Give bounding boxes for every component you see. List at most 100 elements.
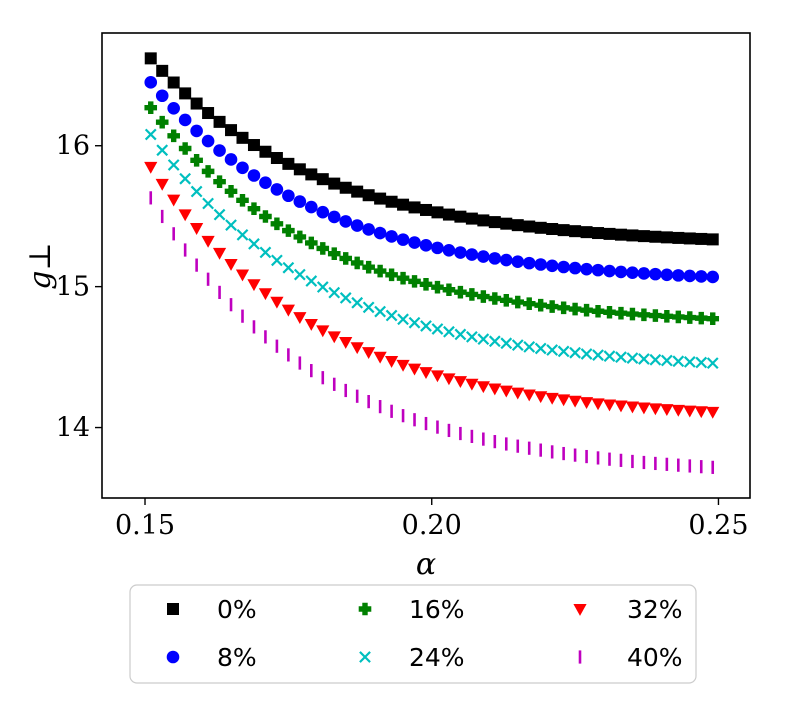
data-point [339, 215, 353, 228]
data-point [568, 261, 582, 275]
data-point [637, 402, 651, 415]
data-point [626, 266, 639, 279]
data-point [477, 214, 490, 227]
data-point [155, 115, 169, 129]
data-point [603, 264, 616, 278]
legend-item: 24% [359, 643, 465, 672]
data-point [259, 246, 272, 259]
data-point [351, 185, 364, 198]
data-point [178, 209, 192, 222]
data-point [316, 281, 329, 293]
data-point [201, 235, 215, 248]
data-point [156, 64, 169, 77]
data-point [500, 337, 513, 350]
data-point [293, 230, 307, 244]
data-point [167, 159, 180, 171]
data-point [500, 217, 513, 230]
legend-label: 8% [217, 643, 257, 672]
data-point [592, 349, 604, 361]
data-point [706, 312, 720, 325]
series-4 [144, 128, 719, 369]
data-point [476, 381, 490, 394]
data-point [568, 302, 582, 316]
data-point [236, 161, 249, 175]
data-point [385, 195, 398, 208]
legend-item: 0% [167, 595, 257, 624]
data-point [373, 351, 387, 364]
data-point [465, 288, 479, 301]
data-point [167, 101, 180, 115]
data-point [511, 219, 524, 232]
data-point [672, 269, 685, 282]
x-tick-label: 0.15 [115, 510, 175, 541]
legend-marker [166, 650, 180, 664]
legend-box [129, 584, 697, 684]
data-point [649, 353, 662, 366]
data-point [179, 172, 192, 185]
data-point [591, 263, 605, 277]
data-point [431, 323, 444, 335]
legend-label: 0% [217, 595, 257, 624]
data-point [615, 351, 627, 364]
data-point [236, 228, 249, 241]
data-point [408, 275, 421, 288]
data-point [545, 259, 559, 273]
data-point [247, 169, 261, 182]
data-point [614, 400, 628, 413]
data-point [282, 157, 295, 170]
series-3 [144, 101, 720, 325]
data-point [614, 228, 627, 241]
data-point [579, 397, 594, 409]
data-point [614, 265, 628, 279]
data-point [316, 325, 330, 338]
legend-label: 32% [627, 595, 683, 624]
data-point [706, 357, 719, 369]
data-point [488, 335, 501, 348]
data-point [545, 300, 559, 313]
data-point [442, 373, 456, 386]
data-point [305, 275, 318, 287]
data-point [305, 200, 318, 214]
data-point [660, 231, 673, 244]
data-point [167, 194, 181, 207]
legend-label: 16% [409, 595, 465, 624]
data-point [248, 238, 260, 250]
data-point [477, 290, 490, 303]
data-point [190, 124, 203, 138]
data-point [225, 124, 238, 137]
data-point [305, 236, 318, 250]
data-point [683, 356, 696, 368]
data-point [660, 309, 674, 323]
data-point [580, 303, 593, 317]
data-point [660, 404, 674, 417]
data-point [167, 129, 180, 143]
x-tick-label: 0.25 [688, 510, 748, 541]
data-point [270, 296, 284, 309]
data-point [385, 268, 398, 282]
data-point [649, 309, 662, 322]
data-point [569, 346, 581, 359]
data-point [190, 154, 203, 167]
data-point [282, 189, 295, 203]
data-point [568, 395, 582, 408]
data-point [259, 210, 272, 223]
data-point [305, 168, 318, 181]
data-point [201, 134, 215, 148]
data-point [637, 308, 651, 322]
data-point [144, 128, 157, 141]
data-point [350, 256, 364, 270]
data-point [546, 223, 559, 236]
legend-label: 24% [409, 643, 465, 672]
x-tick-label: 0.20 [402, 510, 462, 541]
data-point [144, 52, 157, 65]
data-point [511, 387, 525, 400]
data-point [499, 253, 513, 267]
data-point [637, 230, 650, 243]
data-point [397, 313, 409, 326]
data-point [591, 304, 605, 318]
data-point [397, 198, 410, 211]
data-point [694, 406, 708, 419]
data-point [408, 236, 421, 249]
data-point [477, 250, 490, 263]
data-point [144, 101, 158, 114]
